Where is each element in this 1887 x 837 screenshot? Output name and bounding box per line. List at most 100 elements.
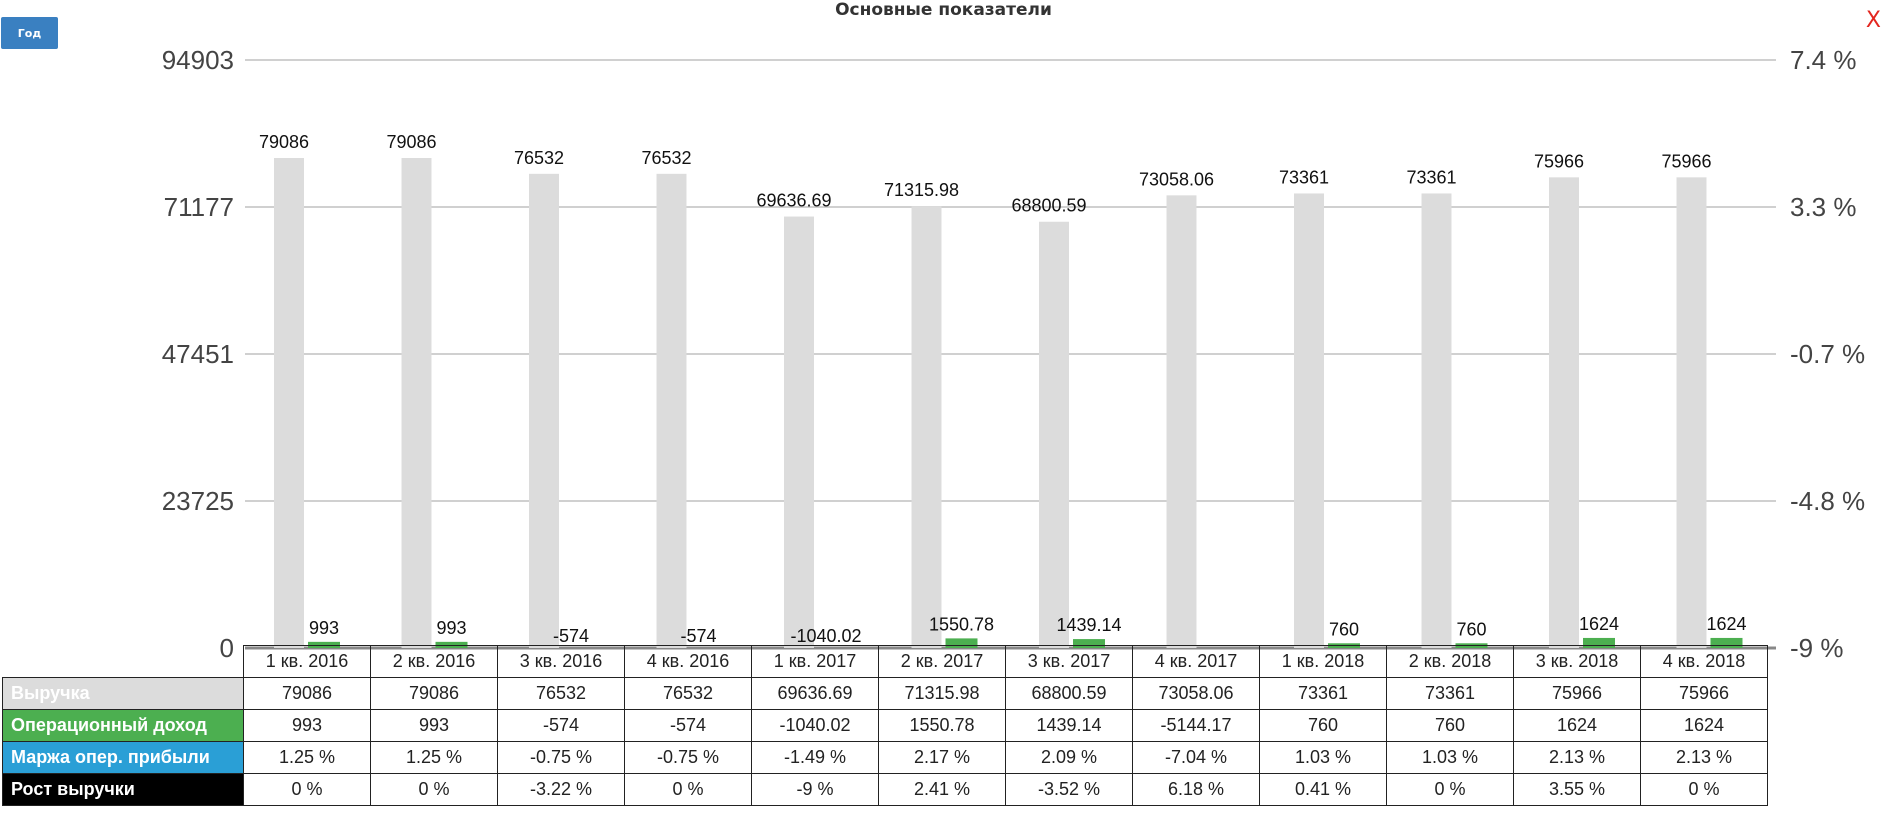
table-cell: 73361 xyxy=(1259,677,1387,710)
revenue-bar xyxy=(1549,177,1579,648)
right-axis-tick-label: -4.8 % xyxy=(1790,486,1865,516)
operating-income-data-label: 1624 xyxy=(1579,614,1619,634)
table-cell: -574 xyxy=(497,709,625,742)
revenue-bar xyxy=(656,173,687,648)
table-cell: -1.49 % xyxy=(751,741,879,774)
table-column-header: 2 кв. 2018 xyxy=(1386,645,1514,678)
table-column-header: 3 кв. 2018 xyxy=(1513,645,1641,678)
right-axis-tick-label: -0.7 % xyxy=(1790,339,1865,369)
table-row: Маржа опер. прибыли 1.25 % 1.25 % -0.75 % -0… xyxy=(2,741,1768,774)
revenue-bar xyxy=(784,216,814,649)
table-cell: 73058.06 xyxy=(1132,677,1260,710)
revenue-data-label: 79086 xyxy=(259,132,309,152)
table-row-label: Выручка xyxy=(2,677,244,710)
table-cell: 993 xyxy=(370,709,498,742)
revenue-data-label: 76532 xyxy=(641,148,691,168)
table-cell: -3.52 % xyxy=(1005,773,1133,806)
table-column-header: 4 кв. 2016 xyxy=(624,645,752,678)
left-axis-tick-label: 23725 xyxy=(162,486,234,516)
revenue-bar xyxy=(401,157,432,648)
table-cell: 79086 xyxy=(370,677,498,710)
operating-income-data-label: 1624 xyxy=(1706,614,1746,634)
table-cell: -1040.02 xyxy=(751,709,879,742)
table-cell: 2.13 % xyxy=(1640,741,1768,774)
operating-income-data-label: -574 xyxy=(680,626,716,646)
table-cell: 0 % xyxy=(1640,773,1768,806)
left-axis-tick-label: 47451 xyxy=(162,339,234,369)
table-column-header: 1 кв. 2016 xyxy=(243,645,371,678)
table-cell: 2.17 % xyxy=(878,741,1006,774)
table-cell: 0 % xyxy=(243,773,371,806)
table-cell: 993 xyxy=(243,709,371,742)
right-axis-tick-label: -9 % xyxy=(1790,633,1843,660)
table-cell: 2.13 % xyxy=(1513,741,1641,774)
table-column-header: 2 кв. 2016 xyxy=(370,645,498,678)
table-row: Рост выручки 0 % 0 % -3.22 % 0 % -9 % 2.41 % -3… xyxy=(2,773,1768,806)
table-cell: 1.03 % xyxy=(1386,741,1514,774)
table-cell: 1439.14 xyxy=(1005,709,1133,742)
table-cell: 3.55 % xyxy=(1513,773,1641,806)
left-axis-tick-label: 71177 xyxy=(164,192,234,222)
year-period-button[interactable]: Год xyxy=(1,17,58,49)
table-cell: 1.25 % xyxy=(243,741,371,774)
operating-income-data-label: -574 xyxy=(553,626,589,646)
table-cell: 760 xyxy=(1259,709,1387,742)
table-cell: 1550.78 xyxy=(878,709,1006,742)
table-cell: 75966 xyxy=(1640,677,1768,710)
table-row: Выручка 79086 79086 76532 76532 69636.69 71315… xyxy=(2,677,1768,710)
table-body: Выручка 79086 79086 76532 76532 69636.69 71315… xyxy=(2,677,1768,806)
table-row: Операционный доход 993 993 -574 -574 -1040.02… xyxy=(2,709,1768,742)
right-axis-tick-label: 3.3 % xyxy=(1790,192,1857,222)
revenue-data-label: 73361 xyxy=(1279,167,1329,187)
table-cell: -5144.17 xyxy=(1132,709,1260,742)
revenue-data-label: 76532 xyxy=(514,148,564,168)
table-cell: 76532 xyxy=(624,677,752,710)
table-cell: 2.09 % xyxy=(1005,741,1133,774)
table-row-label: Маржа опер. прибыли xyxy=(2,741,244,774)
table-cell: -574 xyxy=(624,709,752,742)
operating-income-bar xyxy=(1710,637,1743,648)
table-column-header: 1 кв. 2018 xyxy=(1259,645,1387,678)
table-cell: 1.03 % xyxy=(1259,741,1387,774)
table-cell: 0 % xyxy=(624,773,752,806)
operating-income-data-label: 1550.78 xyxy=(929,614,994,634)
table-cell: -9 % xyxy=(751,773,879,806)
table-cell: 1.25 % xyxy=(370,741,498,774)
table-cell: 68800.59 xyxy=(1005,677,1133,710)
revenue-data-label: 68800.59 xyxy=(1011,196,1086,216)
operating-income-bar xyxy=(1073,639,1105,648)
table-cell: 0.41 % xyxy=(1259,773,1387,806)
operating-income-data-label: -1040.02 xyxy=(790,626,861,646)
close-icon[interactable]: X xyxy=(1865,8,1881,33)
table-cell: -0.75 % xyxy=(624,741,752,774)
operating-income-bar xyxy=(945,638,978,648)
operating-income-data-label: 993 xyxy=(309,618,339,638)
table-cell: 71315.98 xyxy=(878,677,1006,710)
table-cell: -7.04 % xyxy=(1132,741,1260,774)
revenue-data-label: 73058.06 xyxy=(1139,169,1214,189)
table-cell: 0 % xyxy=(1386,773,1514,806)
table-column-header: 2 кв. 2017 xyxy=(878,645,1006,678)
table-row-label: Операционный доход xyxy=(2,709,244,742)
table-cell: -3.22 % xyxy=(497,773,625,806)
revenue-data-label: 79086 xyxy=(386,132,436,152)
chart-plot: 94903 7.4 % 71177 3.3 % 47451 -0.7 % 23725 -4.8… xyxy=(162,45,1865,660)
table-column-header: 4 кв. 2017 xyxy=(1132,645,1260,678)
table-column-header: 3 кв. 2016 xyxy=(497,645,625,678)
revenue-bar xyxy=(274,157,304,648)
table-column-header: 3 кв. 2017 xyxy=(1005,645,1133,678)
table-cell: 79086 xyxy=(243,677,371,710)
left-axis-tick-label: 0 xyxy=(220,633,234,660)
revenue-data-label: 71315.98 xyxy=(884,180,959,200)
revenue-bar xyxy=(1421,193,1452,649)
table-cell: -0.75 % xyxy=(497,741,625,774)
revenue-bar xyxy=(911,206,942,649)
table-cell: 1624 xyxy=(1640,709,1768,742)
operating-income-data-label: 760 xyxy=(1329,619,1359,639)
left-axis-tick-label: 94903 xyxy=(162,45,234,75)
operating-income-bar xyxy=(308,641,340,648)
table-column-header: 1 кв. 2017 xyxy=(751,645,879,678)
operating-income-data-label: 993 xyxy=(436,618,466,638)
table-corner xyxy=(3,646,244,678)
revenue-data-label: 75966 xyxy=(1534,151,1584,171)
